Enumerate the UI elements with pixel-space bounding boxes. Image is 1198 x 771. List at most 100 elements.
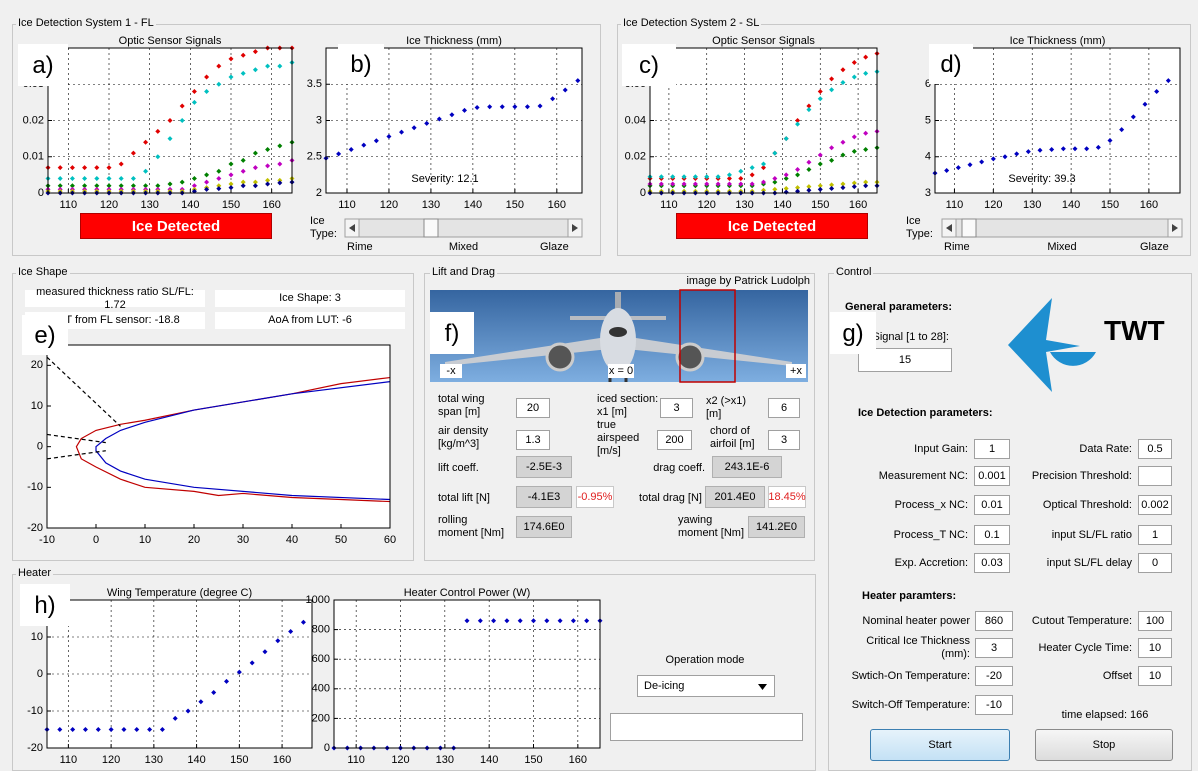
group-title: Heater — [16, 567, 53, 579]
panel-label: a) — [18, 44, 68, 86]
x-tick-label: 40 — [286, 534, 298, 546]
y-tick-label: 800 — [312, 624, 330, 636]
x-tick-label: 20 — [188, 534, 200, 546]
y-tick-label: 10 — [31, 631, 43, 643]
x-tick-label: -10 — [39, 534, 55, 546]
x-tick-label: 140 — [480, 754, 498, 766]
field-value[interactable]: 860 — [975, 611, 1013, 631]
field-label: input SL/FL delay — [1012, 555, 1132, 571]
y-tick-label: 2 — [316, 187, 322, 199]
x-tick-label: 150 — [230, 754, 248, 766]
field-label: rolling moment [Nm] — [438, 513, 510, 541]
field-value[interactable]: 0.03 — [974, 553, 1010, 573]
field-value[interactable] — [1138, 466, 1172, 486]
field-value[interactable]: 0.5 — [1138, 439, 1172, 459]
field-label: drag coeff. — [630, 458, 705, 478]
x-tick-label: 30 — [237, 534, 249, 546]
readout: AoA from LUT: -6 — [215, 312, 405, 329]
x-tick-label: 160 — [1140, 199, 1158, 211]
field-label: total lift [N] — [438, 488, 510, 508]
x-tick-label: 140 — [1062, 199, 1080, 211]
status-indicator: Ice Detected — [80, 213, 272, 239]
x-tick-label: 160 — [569, 754, 587, 766]
field-value[interactable]: 6 — [768, 398, 800, 418]
mode-dropdown[interactable]: De-icing — [637, 675, 775, 697]
y-tick-label: 0.04 — [625, 114, 646, 126]
y-tick-label: 20 — [31, 359, 43, 371]
field-label: total drag [N] — [632, 488, 702, 508]
severity: Severity: 39.3 — [982, 171, 1102, 187]
y-tick-label: 400 — [312, 683, 330, 695]
field-value[interactable]: 0.001 — [974, 466, 1010, 486]
field-label: Heater Cycle Time: — [1012, 640, 1132, 656]
field-value[interactable]: 1 — [1138, 525, 1172, 545]
field-value[interactable]: 10 — [1138, 638, 1172, 658]
x-tick-label: 140 — [187, 754, 205, 766]
start-button[interactable]: Start — [870, 729, 1010, 761]
x-tick-label: 110 — [946, 199, 964, 211]
field-value[interactable]: 1 — [974, 439, 1010, 459]
y-tick-label: 200 — [312, 712, 330, 724]
y-tick-label: 10 — [31, 400, 43, 412]
field-value[interactable]: 1.3 — [516, 430, 550, 450]
slider-thumb[interactable] — [424, 219, 438, 237]
x-tick-label: 150 — [524, 754, 542, 766]
y-tick-label: 0 — [640, 187, 646, 199]
stop-button[interactable]: Stop — [1035, 729, 1173, 761]
field-value[interactable]: 20 — [516, 398, 550, 418]
fuselage — [600, 308, 636, 372]
field-value[interactable]: 100 — [1138, 611, 1172, 631]
field-value: 174.6E0 — [516, 516, 572, 538]
x-tick-label: 150 — [506, 199, 524, 211]
field-label: Cutout Temperature: — [1012, 613, 1132, 629]
slider-track — [345, 219, 582, 237]
field-label: Optical Threshold: — [1012, 497, 1132, 513]
group-title: Ice Detection System 2 - SL — [621, 17, 761, 29]
panel-label: d) — [929, 44, 973, 84]
section-heading: Ice Detection parameters: — [858, 405, 1018, 421]
y-tick-label: 2.5 — [307, 151, 322, 163]
section-heading: Heater paramters: — [862, 588, 1022, 604]
field-value[interactable]: 200 — [657, 430, 692, 450]
y-tick-label: 0.02 — [625, 151, 646, 163]
y-tick-label: -10 — [27, 705, 43, 717]
y-tick-label: 1000 — [306, 594, 330, 606]
slider[interactable] — [942, 219, 1182, 237]
x-tick-label: 130 — [735, 199, 753, 211]
chart-title: Optic Sensor Signals — [119, 35, 222, 47]
y-tick-label: -10 — [27, 481, 43, 493]
field-label: Nominal heater power — [836, 613, 970, 629]
chart-title: Ice Thickness (mm) — [406, 35, 502, 47]
y-tick-label: 3 — [925, 187, 931, 199]
slider-label: Mixed — [1037, 240, 1087, 254]
y-tick-label: 3.5 — [307, 78, 322, 90]
slider-label: Mixed — [439, 240, 489, 254]
slider-thumb[interactable] — [962, 219, 976, 237]
field-label: Input Gain: — [840, 441, 968, 457]
field-value[interactable]: 3 — [975, 638, 1013, 658]
field-value[interactable]: 0 — [1138, 553, 1172, 573]
field-value[interactable]: 3 — [660, 398, 693, 418]
slider[interactable] — [345, 219, 582, 237]
field-value[interactable]: -20 — [975, 666, 1013, 686]
x-tick-label: 120 — [391, 754, 409, 766]
panel-label: b) — [338, 44, 384, 84]
field-value[interactable]: 3 — [768, 430, 800, 450]
x-tick-label: 120 — [100, 199, 118, 211]
field-label: Precision Threshold: — [1012, 468, 1132, 484]
position-tag: +x — [786, 364, 806, 378]
field-value[interactable]: 0.002 — [1138, 495, 1172, 515]
status-text: time elapsed: 166 — [1040, 707, 1170, 723]
x-tick-label: 160 — [548, 199, 566, 211]
y-tick-label: 0.01 — [23, 151, 44, 163]
field-value[interactable]: 0.1 — [974, 525, 1010, 545]
field-value[interactable]: -10 — [975, 695, 1013, 715]
y-tick-label: 0 — [38, 187, 44, 199]
field-value[interactable]: 10 — [1138, 666, 1172, 686]
x-tick-label: 120 — [380, 199, 398, 211]
chart: -100102030405060-20-1001020 — [27, 345, 396, 546]
field-value[interactable]: 0.01 — [974, 495, 1010, 515]
field-label: Measurement NC: — [840, 468, 968, 484]
change-value: -0.95% — [576, 486, 614, 508]
x-tick-label: 120 — [698, 199, 716, 211]
